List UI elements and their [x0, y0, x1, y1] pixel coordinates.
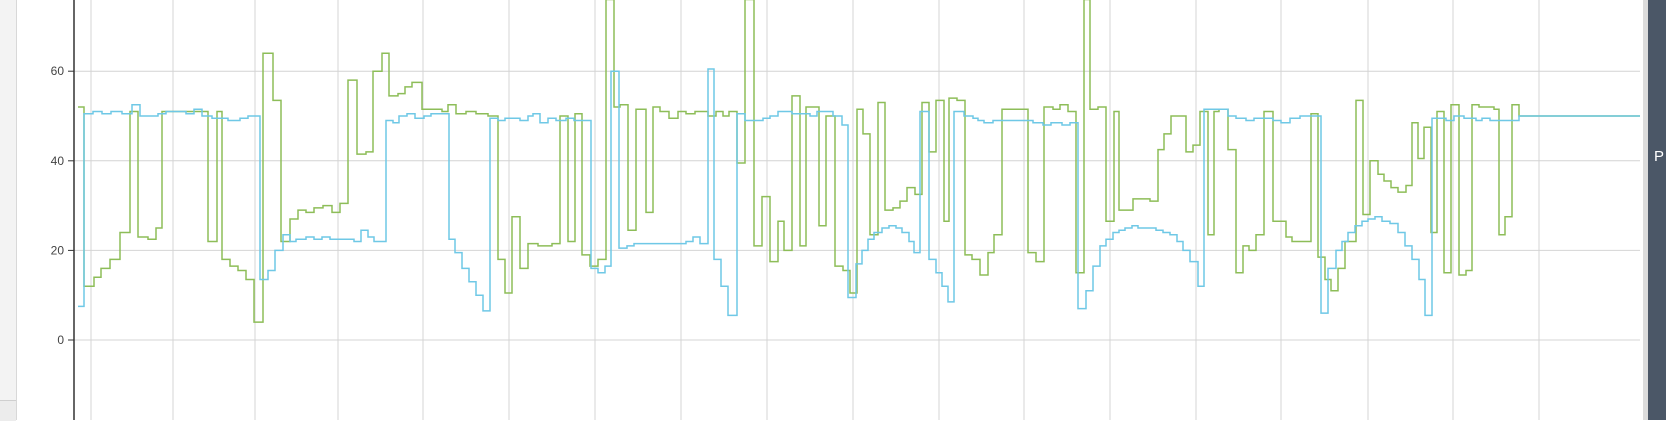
- y-tick-label-40: 40: [51, 154, 65, 168]
- left-sidebar-strip: [0, 0, 17, 420]
- panel-splitter[interactable]: [1643, 0, 1648, 420]
- left-strip-corner: [0, 400, 16, 421]
- series-line-2: [78, 68, 1640, 317]
- right-side-panel[interactable]: [1648, 0, 1666, 420]
- panel-tab-label[interactable]: P: [1654, 148, 1665, 165]
- series-line-1: [78, 0, 1640, 323]
- series-lines: [78, 0, 1640, 323]
- y-tick-label-60: 60: [51, 64, 65, 78]
- y-tick-labels: 0 20 40 60: [51, 64, 74, 347]
- y-tick-label-0: 0: [57, 333, 64, 347]
- y-tick-label-20: 20: [51, 243, 65, 257]
